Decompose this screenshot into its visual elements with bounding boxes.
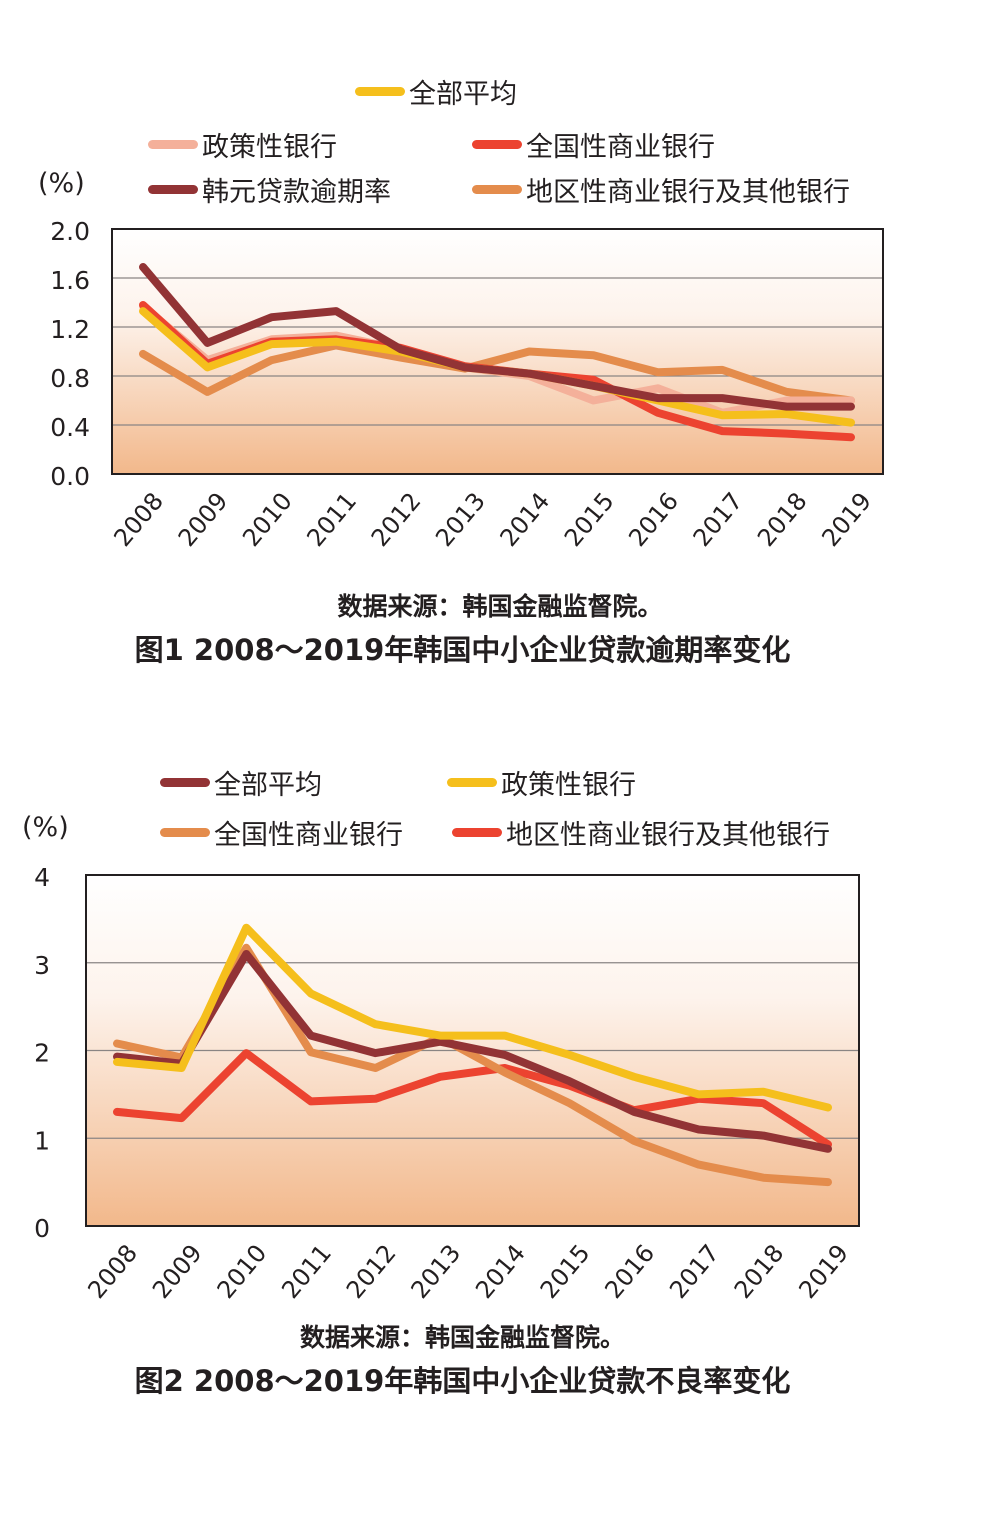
figure-caption: 图2 2008～2019年韩国中小企业贷款不良率变化 [134, 1364, 791, 1398]
y-axis-unit: (%) [22, 812, 69, 843]
y-tick-label: 1 [34, 1126, 50, 1155]
legend-item-policy-banks: 政策性银行 [447, 763, 636, 802]
series-line [139, 263, 855, 411]
legend-label: 全部平均 [409, 79, 517, 110]
x-tick-label: 2014 [470, 1239, 531, 1304]
legend-swatch [447, 778, 497, 787]
series-line [139, 341, 855, 405]
legend-swatch [472, 185, 522, 194]
legend-label: 全部平均 [214, 770, 322, 801]
legend-item-regional-banks: 地区性商业银行及其他银行 [472, 170, 850, 209]
legend-item-krw-delinquency: 韩元贷款逾期率 [148, 170, 391, 209]
legend-item-policy-banks: 政策性银行 [148, 125, 337, 164]
legend-label: 韩元贷款逾期率 [202, 177, 391, 208]
plot-border [85, 874, 860, 1227]
legend-swatch [160, 828, 210, 837]
legend-label: 政策性银行 [202, 132, 337, 163]
figure-caption: 图1 2008～2019年韩国中小企业贷款逾期率变化 [134, 633, 791, 667]
legend-label: 政策性银行 [501, 770, 636, 801]
series-line [113, 950, 832, 1153]
y-tick-label: 0.8 [50, 364, 90, 393]
x-tick-label: 2018 [729, 1239, 790, 1304]
x-tick-label: 2016 [599, 1239, 660, 1304]
y-axis-unit: (%) [38, 168, 85, 199]
x-tick-label: 2019 [793, 1239, 854, 1304]
y-tick-label: 1.2 [50, 315, 90, 344]
y-tick-label: 4 [34, 863, 50, 892]
legend-label: 地区性商业银行及其他银行 [506, 820, 830, 851]
legend-swatch [148, 185, 198, 194]
x-tick-label: 2010 [212, 1239, 273, 1304]
series-line [113, 1049, 832, 1149]
legend-label: 全国性商业银行 [526, 132, 715, 163]
legend-swatch [160, 778, 210, 787]
legend-swatch [148, 140, 198, 149]
y-tick-label: 0.4 [50, 413, 90, 442]
x-tick-label: 2009 [147, 1239, 208, 1304]
data-source: 数据来源：韩国金融监督院。 [299, 1323, 625, 1352]
x-tick-label: 2011 [276, 1239, 337, 1304]
legend-item-overall-average: 全部平均 [160, 763, 322, 802]
y-tick-label: 0.0 [50, 462, 90, 491]
y-tick-label: 2 [34, 1039, 50, 1068]
legend-item-regional-banks: 地区性商业银行及其他银行 [452, 813, 830, 852]
legend-swatch [472, 140, 522, 149]
x-tick-label: 2013 [406, 1239, 467, 1304]
legend-label: 全国性商业银行 [214, 820, 403, 851]
series-line [113, 923, 832, 1112]
x-tick-label: 2012 [341, 1239, 402, 1304]
legend-label: 地区性商业银行及其他银行 [526, 177, 850, 208]
y-tick-label: 3 [34, 951, 50, 980]
y-tick-label: 1.6 [50, 266, 90, 295]
plot-border [111, 228, 884, 475]
x-tick-label: 2015 [535, 1239, 596, 1304]
y-tick-label: 0 [34, 1214, 50, 1243]
x-tick-label: 2008 [82, 1239, 143, 1304]
x-tick-label: 2017 [664, 1239, 725, 1304]
y-tick-label: 2.0 [50, 217, 90, 246]
legend-swatch [452, 828, 502, 837]
legend-item-overall-average: 全部平均 [355, 72, 517, 111]
legend-item-national-commercial-banks: 全国性商业银行 [472, 125, 715, 164]
legend-swatch [355, 87, 405, 96]
legend-item-national-commercial-banks: 全国性商业银行 [160, 813, 403, 852]
data-source: 数据来源：韩国金融监督院。 [337, 592, 663, 621]
